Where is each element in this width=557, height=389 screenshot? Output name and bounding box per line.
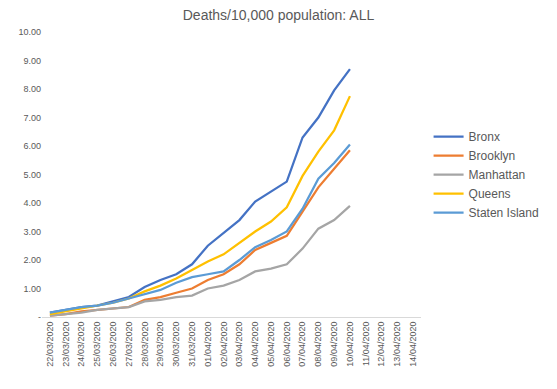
svg-text:23/03/2020: 23/03/2020 — [61, 322, 71, 367]
svg-text:26/03/2020: 26/03/2020 — [108, 322, 118, 367]
svg-text:7.00: 7.00 — [23, 113, 41, 123]
svg-text:4.00: 4.00 — [23, 198, 41, 208]
svg-text:02/04/2020: 02/04/2020 — [219, 322, 229, 367]
svg-text:08/04/2020: 08/04/2020 — [313, 322, 323, 367]
svg-text:29/03/2020: 29/03/2020 — [155, 322, 165, 367]
svg-text:28/03/2020: 28/03/2020 — [140, 322, 150, 367]
svg-text:3.00: 3.00 — [23, 227, 41, 237]
svg-text:Brooklyn: Brooklyn — [469, 149, 516, 163]
svg-text:2.00: 2.00 — [23, 255, 41, 265]
svg-text:10/04/2020: 10/04/2020 — [345, 322, 355, 367]
svg-text:8.00: 8.00 — [23, 84, 41, 94]
svg-text:Queens: Queens — [469, 187, 511, 201]
svg-text:12/04/2020: 12/04/2020 — [376, 322, 386, 367]
svg-text:6.00: 6.00 — [23, 141, 41, 151]
svg-text:-: - — [38, 312, 41, 322]
svg-text:30/03/2020: 30/03/2020 — [171, 322, 181, 367]
svg-text:24/03/2020: 24/03/2020 — [76, 322, 86, 367]
svg-text:03/04/2020: 03/04/2020 — [234, 322, 244, 367]
svg-text:5.00: 5.00 — [23, 170, 41, 180]
svg-text:14/04/2020: 14/04/2020 — [408, 322, 418, 367]
svg-text:06/04/2020: 06/04/2020 — [282, 322, 292, 367]
svg-text:13/04/2020: 13/04/2020 — [392, 322, 402, 367]
svg-text:09/04/2020: 09/04/2020 — [329, 322, 339, 367]
svg-text:Manhattan: Manhattan — [469, 168, 526, 182]
svg-text:07/04/2020: 07/04/2020 — [297, 322, 307, 367]
svg-text:Staten Island: Staten Island — [469, 206, 539, 220]
svg-text:10.00: 10.00 — [18, 27, 41, 37]
svg-text:04/04/2020: 04/04/2020 — [250, 322, 260, 367]
svg-text:Bronx: Bronx — [469, 130, 500, 144]
svg-text:1.00: 1.00 — [23, 284, 41, 294]
svg-text:27/03/2020: 27/03/2020 — [124, 322, 134, 367]
svg-text:Deaths/10,000 population: ALL: Deaths/10,000 population: ALL — [183, 7, 375, 23]
svg-text:11/04/2020: 11/04/2020 — [361, 322, 371, 366]
svg-text:31/03/2020: 31/03/2020 — [187, 322, 197, 367]
svg-text:05/04/2020: 05/04/2020 — [266, 322, 276, 367]
svg-text:25/03/2020: 25/03/2020 — [92, 322, 102, 367]
svg-text:01/04/2020: 01/04/2020 — [203, 322, 213, 367]
svg-text:9.00: 9.00 — [23, 56, 41, 66]
svg-text:22/03/2020: 22/03/2020 — [45, 322, 55, 367]
